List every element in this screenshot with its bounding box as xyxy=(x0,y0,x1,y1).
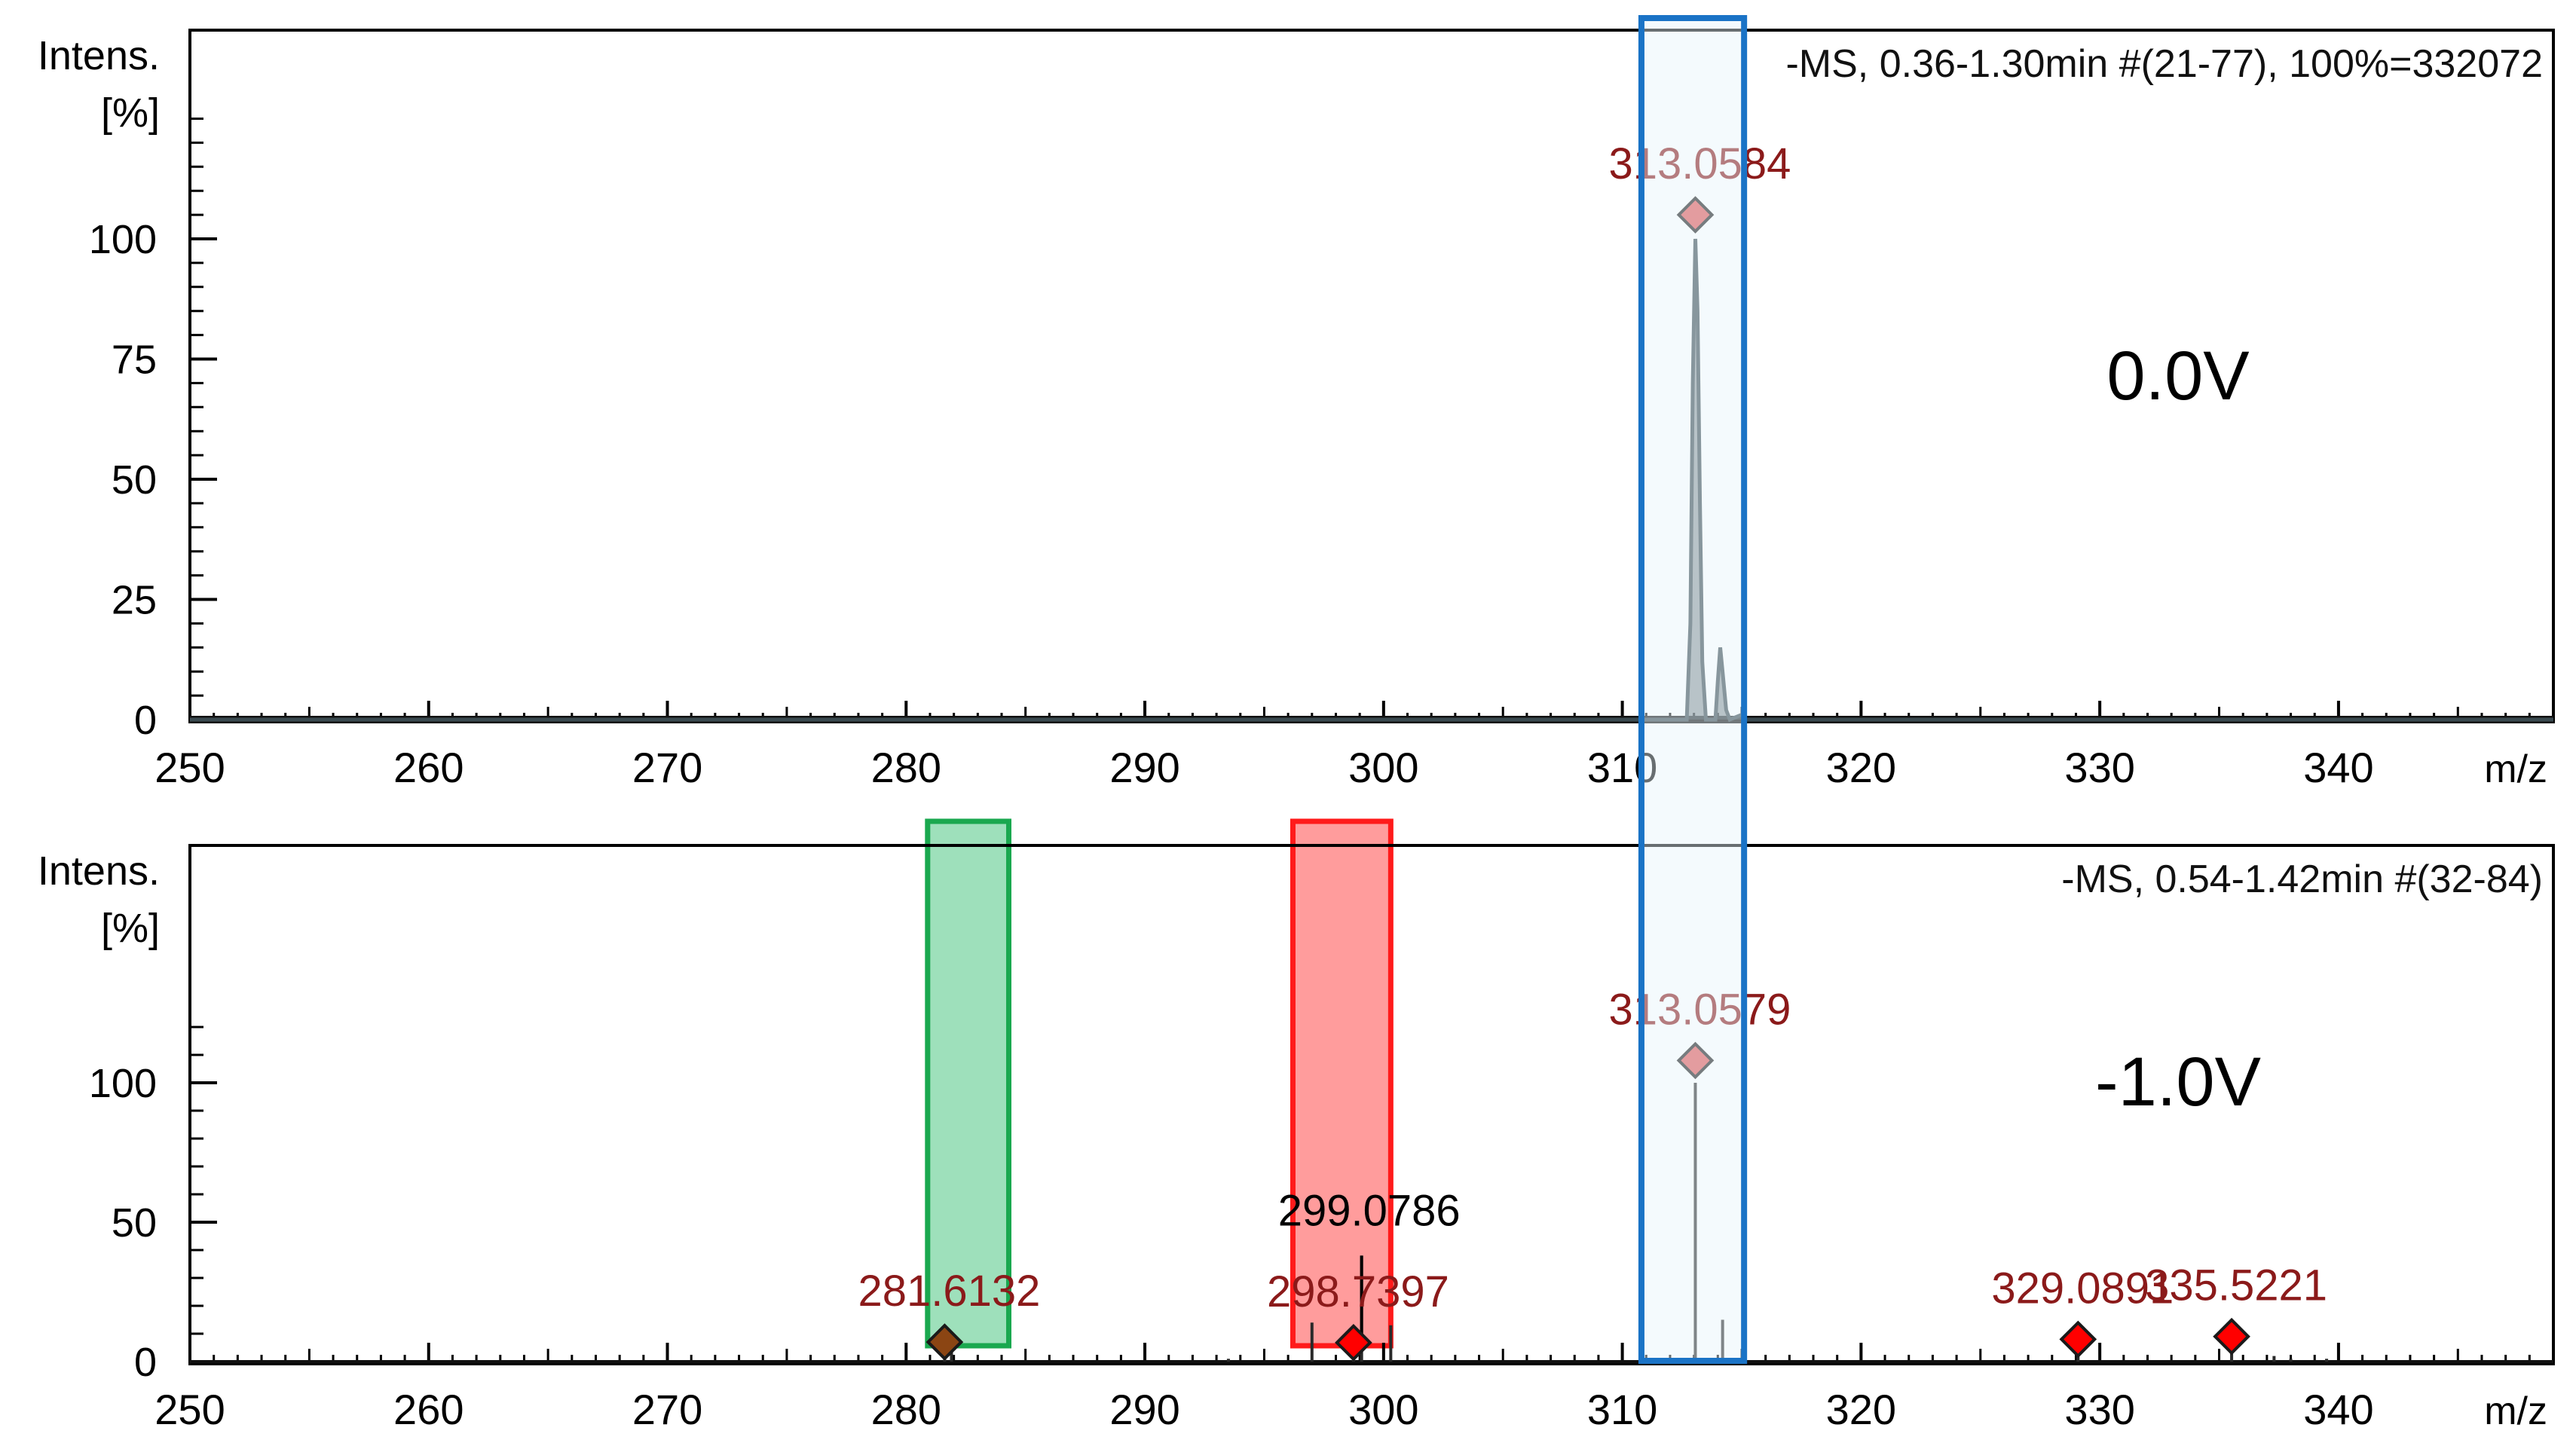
panel1-xtick-label-320: 320 xyxy=(1826,744,1896,791)
panel2-xlabel: m/z xyxy=(2484,1389,2547,1433)
panel1-ytick-label-100: 100 xyxy=(89,217,157,262)
panel1-xtick-label-290: 290 xyxy=(1109,744,1179,791)
panel2-peak-label-329.0891: 329.0891 xyxy=(1991,1264,2174,1313)
panel2-red-box xyxy=(1290,818,1394,1349)
panel2-xtick-label-270: 270 xyxy=(632,1386,702,1433)
panel2-peak-label-298.7397: 298.7397 xyxy=(1267,1267,1449,1316)
panel2-xtick-label-310: 310 xyxy=(1587,1386,1657,1433)
panel2-ytick-label-50: 50 xyxy=(112,1200,157,1246)
panel1-xtick-label-310: 310 xyxy=(1587,744,1657,791)
panel1-yunit: [%] xyxy=(101,90,160,136)
panel1-header-text: -MS, 0.36-1.30min #(21-77), 100%=332072 xyxy=(1785,42,2543,86)
panel2-peak-marker-281.6132 xyxy=(925,1323,964,1361)
panel1-ytick-label-25: 25 xyxy=(112,578,157,623)
panel1-ytick-label-0: 0 xyxy=(134,698,157,743)
panel2-xtick-label-340: 340 xyxy=(2303,1386,2373,1433)
blue-highlight-box xyxy=(1638,15,1748,1364)
panel1-xtick-label-280: 280 xyxy=(871,744,941,791)
panel1-xtick-label-300: 300 xyxy=(1348,744,1418,791)
panel1-xlabel: m/z xyxy=(2484,747,2547,791)
panel2-peak-marker-329.0891 xyxy=(2059,1320,2097,1359)
panel2-xtick-label-320: 320 xyxy=(1826,1386,1896,1433)
panel2-green-box xyxy=(925,818,1012,1349)
panel1-peak-marker-313.0584 xyxy=(1676,196,1715,234)
panel1-spectrum-line xyxy=(190,238,2553,723)
panel2-ytick-label-100: 100 xyxy=(89,1061,157,1106)
panel1-xtick-label-340: 340 xyxy=(2303,744,2373,791)
panel2-peak-marker-335.5221 xyxy=(2213,1317,2250,1356)
panel2-peak-marker-313.0579 xyxy=(1676,1041,1715,1080)
panel1-ylabel: Intens. xyxy=(38,33,160,78)
panel2-yunit: [%] xyxy=(101,906,160,951)
panel2-ylabel: Intens. xyxy=(38,848,160,894)
panel1-xtick-label-330: 330 xyxy=(2064,744,2134,791)
panel2-peak-label-281.6132: 281.6132 xyxy=(858,1267,1040,1316)
panel2-header-text: -MS, 0.54-1.42min #(32-84) xyxy=(2061,857,2543,901)
panel2-xtick-label-250: 250 xyxy=(154,1386,225,1433)
panel1-xtick-label-270: 270 xyxy=(632,744,702,791)
panel2-peak-marker-298.7397 xyxy=(1335,1324,1372,1362)
panel2-xtick-label-330: 330 xyxy=(2064,1386,2134,1433)
panel2-condition-label: -1.0V xyxy=(2095,1044,2261,1120)
panel1-xtick-label-260: 260 xyxy=(393,744,463,791)
panel1-condition-label: 0.0V xyxy=(2106,338,2249,414)
panel2-xtick-label-290: 290 xyxy=(1109,1386,1179,1433)
panel2-xtick-label-300: 300 xyxy=(1348,1386,1418,1433)
panel2-ytick-label-0: 0 xyxy=(134,1340,157,1385)
panel2-xtick-label-260: 260 xyxy=(393,1386,463,1433)
panel1-ytick-label-75: 75 xyxy=(112,338,157,383)
panel2-peak-label-299.0786: 299.0786 xyxy=(1278,1186,1461,1235)
panel2-peak-label-335.5221: 335.5221 xyxy=(2145,1261,2327,1310)
panel2-xtick-label-280: 280 xyxy=(871,1386,941,1433)
panel1-ytick-label-50: 50 xyxy=(112,457,157,503)
panel2-plot-frame xyxy=(188,844,2555,1365)
panel1-xtick-label-250: 250 xyxy=(154,744,225,791)
